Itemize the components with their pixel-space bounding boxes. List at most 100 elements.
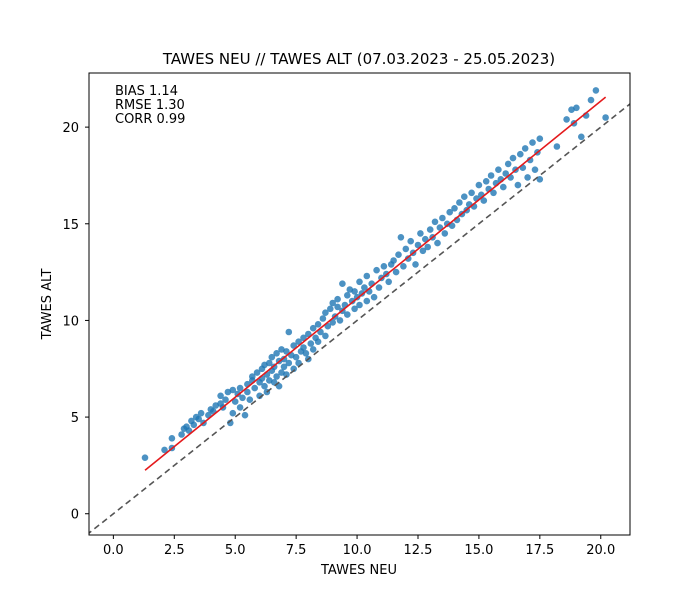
data-point xyxy=(397,234,405,241)
data-point xyxy=(390,257,397,264)
data-point xyxy=(439,214,446,222)
data-point xyxy=(300,334,307,342)
y-tick-label: 15 xyxy=(62,218,79,233)
data-point xyxy=(504,160,512,168)
data-point xyxy=(563,116,570,123)
data-point xyxy=(509,154,517,162)
data-point xyxy=(424,243,432,251)
data-point xyxy=(351,288,358,295)
x-tick-label: 7.5 xyxy=(286,543,307,558)
data-point xyxy=(195,415,202,423)
data-point xyxy=(285,359,293,367)
data-point xyxy=(229,386,237,394)
data-point xyxy=(161,446,168,454)
data-point xyxy=(361,284,368,291)
fit-line xyxy=(144,96,607,471)
data-point xyxy=(273,373,280,380)
data-point xyxy=(290,365,298,373)
data-point xyxy=(500,183,507,191)
y-tick-label: 0 xyxy=(71,508,79,523)
data-point xyxy=(319,315,327,322)
data-point xyxy=(404,255,412,262)
data-point xyxy=(295,338,302,346)
data-point xyxy=(249,373,256,380)
data-point xyxy=(253,369,261,376)
stat-corr: CORR 0.99 xyxy=(115,112,185,127)
y-tick-label: 20 xyxy=(62,121,79,136)
data-point xyxy=(400,263,407,270)
data-point xyxy=(385,278,393,286)
data-point xyxy=(402,245,410,253)
data-point xyxy=(344,292,351,299)
data-point xyxy=(322,332,329,340)
data-point xyxy=(283,348,290,355)
data-point xyxy=(290,342,298,349)
x-tick-label: 2.5 xyxy=(164,543,185,558)
data-point xyxy=(451,205,458,212)
data-point xyxy=(285,328,293,336)
data-point xyxy=(536,135,544,142)
data-point xyxy=(339,280,346,288)
data-point xyxy=(307,340,315,347)
stats-box: BIAS 1.14 RMSE 1.30 CORR 0.99 xyxy=(115,84,185,127)
data-point xyxy=(431,218,439,226)
data-point xyxy=(329,299,337,307)
x-tick-label: 0.0 xyxy=(103,543,124,558)
data-point xyxy=(327,305,334,313)
data-point xyxy=(336,317,344,324)
y-axis-label: TAWES ALT xyxy=(40,269,55,341)
data-point xyxy=(168,435,176,442)
stat-bias: BIAS 1.14 xyxy=(115,84,178,99)
data-point xyxy=(351,305,358,313)
data-point xyxy=(266,359,273,367)
data-point xyxy=(236,404,244,411)
data-point xyxy=(395,251,402,258)
data-point xyxy=(241,411,249,419)
data-point xyxy=(375,284,383,291)
x-tick-label: 5.0 xyxy=(225,543,246,558)
data-point xyxy=(356,301,363,309)
data-point xyxy=(141,454,149,462)
data-point xyxy=(482,178,490,185)
data-point xyxy=(502,170,510,177)
y-tick-label: 10 xyxy=(62,314,79,329)
data-point xyxy=(517,150,524,158)
data-point xyxy=(334,303,341,311)
data-point xyxy=(251,384,258,392)
data-point xyxy=(302,350,310,357)
data-point xyxy=(334,295,341,303)
data-point xyxy=(373,266,380,274)
x-axis: 0.0 2.5 5.0 7.5 10.0 12.5 15.0 17.5 20.0 xyxy=(103,535,615,558)
data-point xyxy=(480,197,488,204)
data-point xyxy=(280,355,288,363)
data-point xyxy=(329,319,337,326)
data-point xyxy=(495,166,502,173)
data-point xyxy=(407,237,415,245)
data-point xyxy=(434,239,441,247)
data-point xyxy=(521,145,529,152)
data-point xyxy=(178,431,185,438)
data-point xyxy=(417,230,424,237)
data-point xyxy=(526,156,534,164)
data-point xyxy=(524,174,531,181)
data-point xyxy=(231,398,239,405)
plot-area xyxy=(89,87,630,535)
data-point xyxy=(292,353,300,361)
plot-frame xyxy=(88,72,631,536)
data-point xyxy=(448,222,456,229)
x-tick-label: 20.0 xyxy=(586,543,615,558)
data-point xyxy=(356,278,363,286)
identity-line xyxy=(89,102,630,535)
stat-rmse: RMSE 1.30 xyxy=(115,98,185,113)
data-point xyxy=(363,297,371,305)
data-point xyxy=(529,139,536,146)
data-point xyxy=(190,421,198,429)
data-point xyxy=(300,344,307,351)
x-axis-label: TAWES NEU xyxy=(320,563,397,578)
data-point xyxy=(197,409,205,417)
data-point xyxy=(239,394,246,402)
data-point xyxy=(322,309,329,317)
data-point xyxy=(314,321,322,328)
data-point xyxy=(475,181,483,189)
data-point xyxy=(573,104,580,112)
